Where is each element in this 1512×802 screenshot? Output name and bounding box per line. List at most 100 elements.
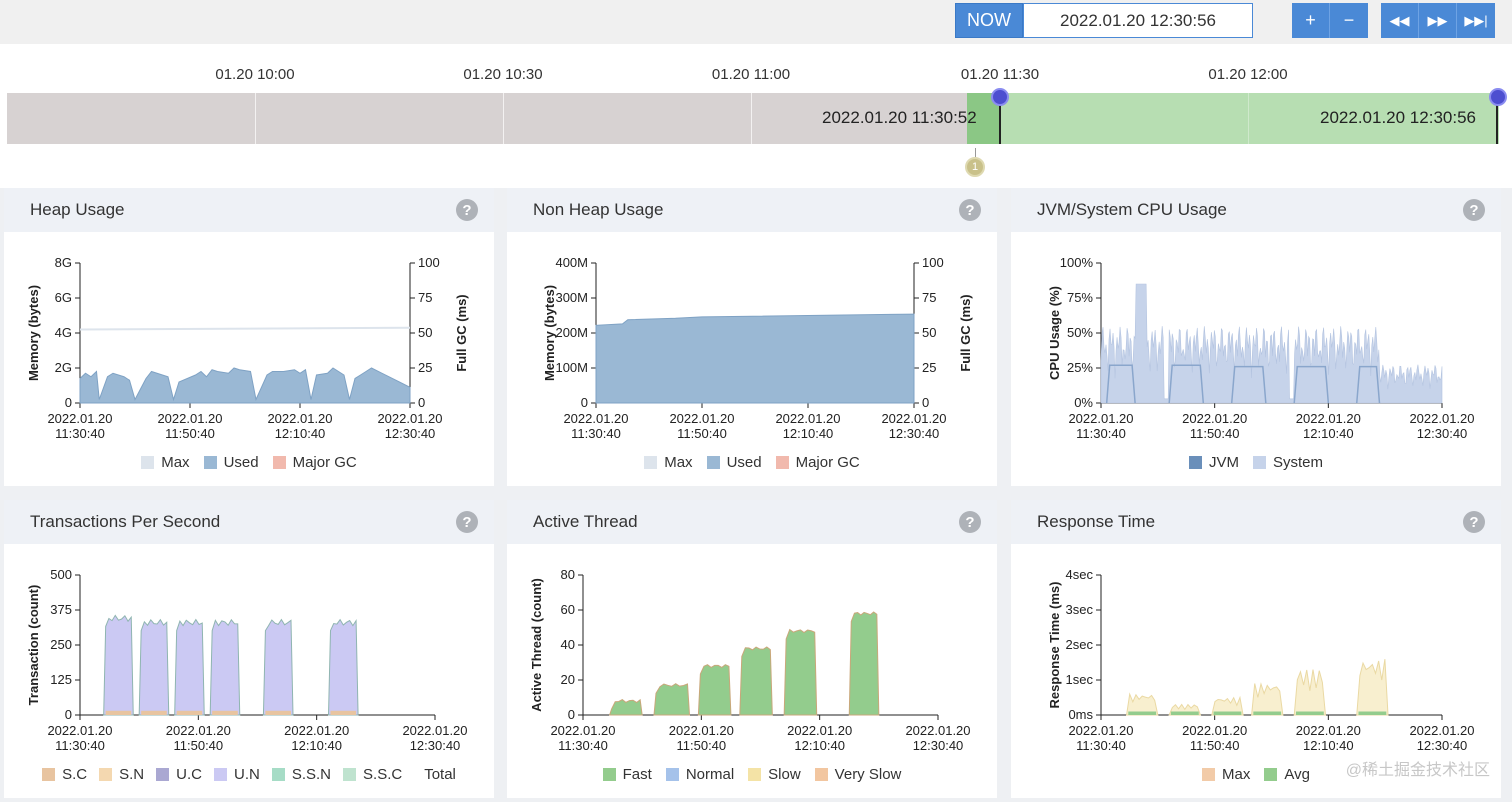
legend-label: S.S.C xyxy=(363,766,403,783)
legend-item-major-gc[interactable]: Major GC xyxy=(272,454,357,471)
help-icon[interactable]: ? xyxy=(959,199,981,221)
legend-item-major-gc[interactable]: Major GC xyxy=(775,454,860,471)
swatch xyxy=(343,768,357,781)
legend-item-system[interactable]: System xyxy=(1252,454,1323,471)
legend-item-avg[interactable]: Avg xyxy=(1264,766,1310,783)
panel-title: Non Heap Usage xyxy=(533,200,664,219)
x-tick-label: 12:10:40 xyxy=(1303,738,1354,753)
series-sc-area xyxy=(265,710,291,715)
help-icon[interactable]: ? xyxy=(1463,199,1485,221)
legend-label: S.S.N xyxy=(291,766,332,783)
legend-item-max[interactable]: Max xyxy=(141,454,190,471)
series-fast-area xyxy=(697,664,732,716)
navigation-button-group: ◀◀ ▶▶ ▶▶| xyxy=(1381,3,1495,38)
x-tick-label: 2022.01.20 xyxy=(669,411,734,426)
legend-item-normal[interactable]: Normal xyxy=(665,766,734,783)
x-tick-label: 2022.01.20 xyxy=(1068,723,1133,738)
forward-button[interactable]: ▶▶ xyxy=(1419,3,1457,38)
series-un-area xyxy=(138,618,170,716)
x-tick-label: 2022.01.20 xyxy=(284,723,349,738)
help-icon[interactable]: ? xyxy=(959,511,981,533)
swatch xyxy=(748,768,762,781)
zoom-button-group: + − xyxy=(1292,3,1368,38)
help-icon[interactable]: ? xyxy=(456,199,478,221)
y-tick-label: 50% xyxy=(1067,325,1093,340)
legend-label: Total xyxy=(424,766,456,783)
skip-to-end-button[interactable]: ▶▶| xyxy=(1457,3,1495,38)
legend-item-slow[interactable]: Slow xyxy=(748,766,801,783)
zoom-out-button[interactable]: − xyxy=(1330,3,1368,38)
timeline-tick: 01.20 12:00 xyxy=(1208,66,1288,83)
y-tick-label: 0 xyxy=(65,707,72,722)
minus-icon: − xyxy=(1343,10,1355,30)
legend-item-very-slow[interactable]: Very Slow xyxy=(814,766,902,783)
y-tick-label: 125 xyxy=(50,672,72,687)
swatch xyxy=(272,456,286,469)
legend-item-max[interactable]: Max xyxy=(644,454,693,471)
timeline-tick: 01.20 11:30 xyxy=(960,66,1040,83)
legend-item-jvm[interactable]: JVM xyxy=(1188,454,1239,471)
legend-item-ssc[interactable]: S.S.C xyxy=(343,766,402,783)
legend-label: JVM xyxy=(1208,454,1239,471)
legend-label: Max xyxy=(161,454,190,471)
help-icon[interactable]: ? xyxy=(456,511,478,533)
rewind-button[interactable]: ◀◀ xyxy=(1381,3,1419,38)
legend-item-used[interactable]: Used xyxy=(203,454,259,471)
legend-label: Fast xyxy=(622,766,652,783)
chart-legend: JVM System xyxy=(1011,454,1501,471)
chart-legend: Max Used Major GC xyxy=(507,454,997,471)
y-tick-label: 500 xyxy=(50,567,72,582)
x-tick-label: 2022.01.20 xyxy=(550,723,615,738)
legend-label: Slow xyxy=(768,766,801,783)
series-avg-area xyxy=(1295,711,1324,715)
x-tick-label: 11:30:40 xyxy=(1076,426,1126,441)
series-jvm-line xyxy=(1356,365,1381,404)
y-axis-title: CPU Usage (%) xyxy=(1047,286,1062,380)
legend-label: U.C xyxy=(176,766,202,783)
legend-item-max[interactable]: Max xyxy=(1202,766,1250,783)
legend-item-sc[interactable]: S.C xyxy=(42,766,87,783)
now-datetime-display[interactable]: 2022.01.20 12:30:56 xyxy=(1023,3,1253,38)
range-end-label: 2022.01.20 12:30:56 xyxy=(1320,108,1476,127)
y2-tick-label: 100 xyxy=(418,255,440,270)
x-tick-label: 12:30:40 xyxy=(1417,738,1468,753)
y-tick-label: 0 xyxy=(581,395,588,410)
series-jvm-line xyxy=(1293,365,1330,404)
x-tick-label: 2022.01.20 xyxy=(563,411,628,426)
x-tick-label: 2022.01.20 xyxy=(1409,411,1474,426)
legend-item-total[interactable]: Total xyxy=(424,766,456,783)
panel-header: Transactions Per Second ? xyxy=(4,500,494,544)
legend-label: Very Slow xyxy=(834,766,902,783)
x-tick-label: 12:10:40 xyxy=(794,738,845,753)
range-start-label: 2022.01.20 11:30:52 xyxy=(822,108,977,127)
range-end-handle-line[interactable] xyxy=(1496,93,1498,144)
zoom-in-button[interactable]: + xyxy=(1292,3,1330,38)
range-start-handle[interactable] xyxy=(991,88,1009,106)
series-max-area xyxy=(1251,682,1284,716)
legend-item-sn[interactable]: S.N xyxy=(99,766,144,783)
x-tick-label: 2022.01.20 xyxy=(1296,411,1361,426)
tps-chart: 0 125 250 375 500 Transaction (count) 2022.01.… xyxy=(26,567,468,753)
timeline-selected-range[interactable] xyxy=(1000,93,1499,144)
legend-item-uc[interactable]: U.C xyxy=(156,766,202,783)
series-sc-area xyxy=(330,710,357,715)
range-end-handle[interactable] xyxy=(1489,88,1507,106)
x-tick-label: 12:10:40 xyxy=(275,426,326,441)
y-tick-label: 25% xyxy=(1067,360,1093,375)
legend-item-used[interactable]: Used xyxy=(706,454,762,471)
help-icon[interactable]: ? xyxy=(1463,511,1485,533)
swatch xyxy=(1188,456,1202,469)
timeline: 01.20 10:00 01.20 10:30 01.20 11:00 01.2… xyxy=(0,44,1512,188)
response-time-panel: Response Time ? 0ms 1sec 2sec 3sec 4sec Respo… xyxy=(1011,500,1501,798)
range-start-handle-line[interactable] xyxy=(999,93,1001,144)
y-axis-title: Memory (bytes) xyxy=(26,285,41,381)
y-tick-label: 375 xyxy=(50,602,72,617)
timeline-track[interactable]: 2022.01.20 11:30:52 2022.01.20 12:30:56 xyxy=(7,93,1499,144)
series-fast-area xyxy=(783,628,818,716)
event-marker[interactable]: 1 xyxy=(965,157,985,177)
panel-header: Heap Usage ? xyxy=(4,188,494,232)
legend-item-un[interactable]: U.N xyxy=(213,766,260,783)
legend-item-ssn[interactable]: S.S.N xyxy=(271,766,332,783)
now-button[interactable]: NOW xyxy=(955,3,1023,38)
legend-item-fast[interactable]: Fast xyxy=(602,766,652,783)
